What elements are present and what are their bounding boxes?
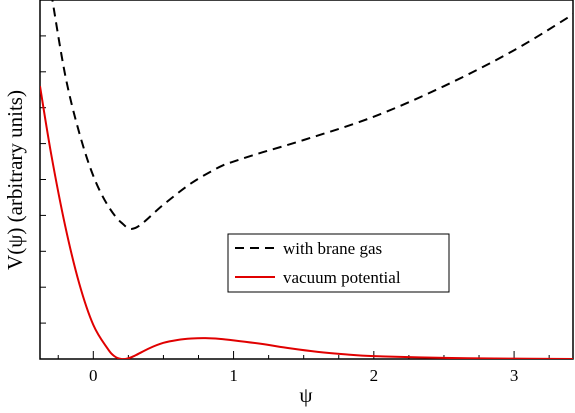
series-line-with-brane-gas xyxy=(51,0,573,230)
x-tick-label: 1 xyxy=(229,366,238,385)
legend: with brane gas vacuum potential xyxy=(227,233,450,293)
x-tick-label: 0 xyxy=(89,366,98,385)
x-axis-ticks xyxy=(57,351,550,359)
y-axis-ticks xyxy=(40,0,46,360)
legend-label-vacuum-potential: vacuum potential xyxy=(283,268,401,287)
x-tick-label: 2 xyxy=(370,366,379,385)
x-axis-tick-labels: 0 1 2 3 xyxy=(89,366,518,385)
legend-box xyxy=(227,233,450,293)
x-axis-title: ψ xyxy=(299,383,312,407)
legend-label-with-brane-gas: with brane gas xyxy=(283,239,382,258)
plot-frame xyxy=(39,0,574,360)
series-layer xyxy=(40,0,573,359)
x-tick-label: 3 xyxy=(510,366,519,385)
y-axis-title: V(ψ) (arbitrary units) xyxy=(3,90,27,270)
series-line-vacuum-potential xyxy=(40,85,573,359)
